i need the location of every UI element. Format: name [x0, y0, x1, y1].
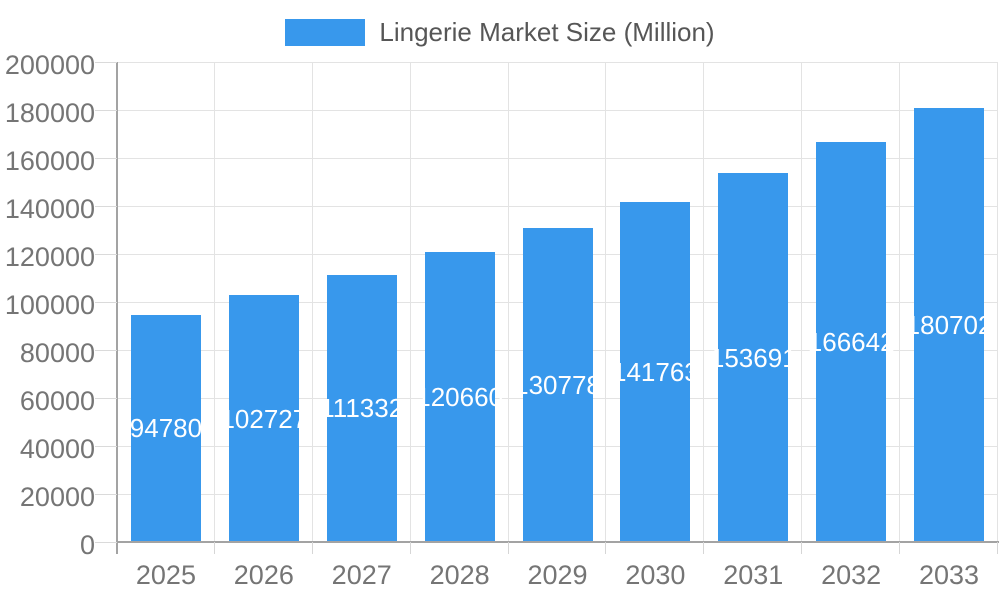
x-axis-tick [997, 542, 998, 554]
x-axis-tick [605, 542, 607, 554]
y-axis-tick-label: 180000 [4, 98, 95, 128]
bar-value-label: 111332 [320, 393, 404, 424]
bar-2026[interactable]: 102727 [220, 295, 307, 542]
bar-2033[interactable]: 180702 [906, 108, 992, 542]
y-axis-tick-label: 200000 [4, 50, 95, 80]
y-axis-tick-label: 140000 [4, 194, 95, 224]
bar-2032[interactable]: 166642 [808, 142, 895, 542]
x-axis-tick [703, 542, 705, 554]
x-axis-tick-label: 2032 [821, 560, 882, 590]
bar-2027[interactable]: 111332 [320, 274, 403, 542]
y-axis-tick [95, 62, 117, 63]
bar-2025[interactable]: 94780 [129, 314, 203, 542]
y-axis-tick-label: 160000 [4, 146, 95, 176]
y-axis-tick-label: 100000 [4, 290, 95, 320]
x-axis-tick [507, 542, 509, 554]
x-axis-tick [899, 542, 901, 554]
x-axis-tick-label: 2028 [429, 560, 490, 590]
y-axis-tick-label: 40000 [19, 434, 95, 464]
bar-value-label: 153691 [709, 342, 797, 373]
x-axis-tick-label: 2027 [331, 560, 392, 590]
x-axis-tick-label: 2029 [527, 560, 588, 590]
y-axis-tick-label: 80000 [19, 338, 95, 368]
y-axis-tick-label: 60000 [19, 386, 95, 416]
gridline-vertical [605, 62, 607, 542]
gridline-vertical [409, 62, 411, 542]
y-axis-tick [95, 254, 117, 255]
y-axis-tick [95, 206, 117, 207]
y-axis-tick [95, 158, 117, 159]
x-axis-tick-label: 2031 [723, 560, 784, 590]
x-axis-tick-label: 2033 [919, 560, 980, 590]
x-axis-line [116, 541, 999, 543]
bar-value-label: 166642 [807, 327, 895, 358]
y-axis-tick [95, 110, 117, 111]
x-axis-tick-label: 2025 [135, 560, 196, 590]
gridline-vertical [997, 62, 998, 542]
y-axis-tick [95, 350, 117, 351]
gridline-horizontal [117, 110, 998, 111]
y-axis-tick [95, 494, 117, 495]
x-axis-tick [213, 542, 215, 554]
y-axis-line [116, 62, 118, 554]
gridline-vertical [801, 62, 803, 542]
bar-2031[interactable]: 153691 [710, 173, 797, 542]
gridline-horizontal [117, 206, 998, 207]
y-axis-tick [95, 398, 117, 399]
y-axis-tick [95, 446, 117, 447]
x-axis-tick-label: 2030 [625, 560, 686, 590]
y-axis-tick-label: 0 [79, 530, 95, 560]
legend-label: Lingerie Market Size (Million) [379, 17, 715, 47]
bar-2029[interactable]: 130778 [514, 228, 601, 542]
bar-value-label: 94780 [129, 413, 203, 444]
bar-value-label: 120660 [416, 382, 503, 413]
bar-value-label: 130778 [514, 370, 601, 401]
y-axis-tick-label: 20000 [19, 482, 95, 512]
y-axis-tick [95, 302, 117, 303]
gridline-horizontal [117, 158, 998, 159]
x-axis-tick [801, 542, 803, 554]
gridline-vertical [703, 62, 705, 542]
x-axis-tick-label: 2026 [233, 560, 294, 590]
gridline-horizontal [117, 62, 998, 63]
gridline-vertical [311, 62, 313, 542]
gridline-vertical [213, 62, 215, 542]
bar-value-label: 141763 [612, 356, 699, 387]
bar-2028[interactable]: 120660 [416, 252, 503, 542]
gridline-vertical [899, 62, 901, 542]
y-axis-tick [95, 542, 117, 543]
bar-value-label: 102727 [220, 403, 308, 434]
bar-value-label: 180702 [905, 310, 993, 341]
legend-swatch [285, 19, 366, 46]
bar-2030[interactable]: 141763 [612, 201, 699, 542]
plot-area: 94780 102727 111332 120660 130778 141763 15369… [117, 62, 998, 543]
legend[interactable]: Lingerie Market Size (Million) [0, 17, 1000, 48]
x-axis-tick [311, 542, 313, 554]
gridline-vertical [507, 62, 509, 542]
y-axis-tick-label: 120000 [4, 242, 95, 272]
x-axis-tick [409, 542, 411, 554]
